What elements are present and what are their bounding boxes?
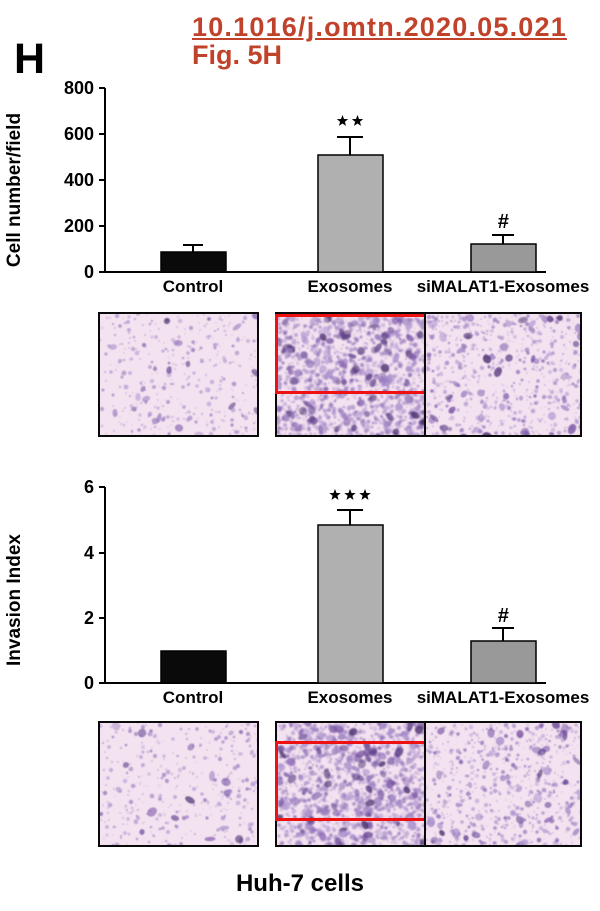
svg-text:6: 6: [84, 477, 94, 497]
svg-text:200: 200: [64, 216, 94, 236]
svg-text:Control: Control: [163, 688, 223, 707]
svg-text:600: 600: [64, 124, 94, 144]
svg-text:0: 0: [84, 262, 94, 282]
svg-text:2: 2: [84, 608, 94, 628]
svg-text:Invasion Index: Invasion Index: [4, 534, 25, 666]
svg-text:Control: Control: [163, 277, 223, 296]
svg-text:siMALAT1-Exosomes: siMALAT1-Exosomes: [417, 277, 590, 296]
svg-text:400: 400: [64, 170, 94, 190]
svg-text:#: #: [497, 605, 509, 627]
svg-text:800: 800: [64, 78, 94, 98]
svg-text:#: #: [497, 211, 509, 233]
svg-text:Exosomes: Exosomes: [307, 277, 392, 296]
svg-text:Cell number/field: Cell number/field: [4, 113, 25, 267]
svg-text:Exosomes: Exosomes: [307, 688, 392, 707]
svg-text:4: 4: [84, 543, 94, 563]
svg-text:0: 0: [84, 673, 94, 693]
svg-text:siMALAT1-Exosomes: siMALAT1-Exosomes: [417, 688, 590, 707]
